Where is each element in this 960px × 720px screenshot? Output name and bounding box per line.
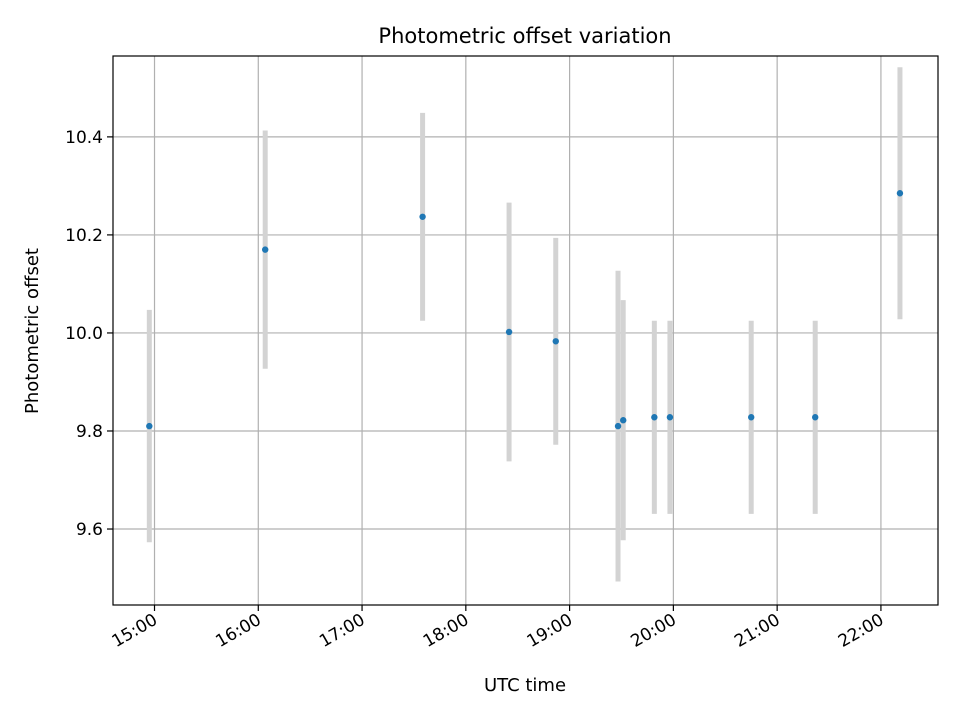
- data-points: [146, 190, 904, 430]
- data-point: [146, 422, 153, 430]
- y-tick-label: 10.0: [65, 324, 103, 344]
- y-tick-label: 10.2: [65, 226, 103, 246]
- data-point: [505, 328, 513, 336]
- data-point: [620, 417, 627, 424]
- data-point: [748, 414, 755, 421]
- y-axis-label: Photometric offset: [22, 248, 43, 414]
- plot-frame: [112, 55, 939, 606]
- data-point: [614, 422, 622, 430]
- data-point: [419, 213, 426, 220]
- y-tick-label: 10.4: [65, 128, 103, 148]
- chart-title: Photometric offset variation: [378, 24, 671, 48]
- data-point: [666, 414, 674, 421]
- y-tick-label: 9.6: [76, 520, 103, 540]
- data-point: [262, 246, 269, 253]
- x-axis-label: UTC time: [484, 675, 566, 696]
- data-point: [552, 338, 559, 345]
- data-point: [812, 414, 819, 421]
- grid: [113, 56, 938, 605]
- y-tick-label: 9.8: [76, 422, 103, 442]
- data-point: [651, 414, 658, 421]
- data-point: [896, 190, 904, 197]
